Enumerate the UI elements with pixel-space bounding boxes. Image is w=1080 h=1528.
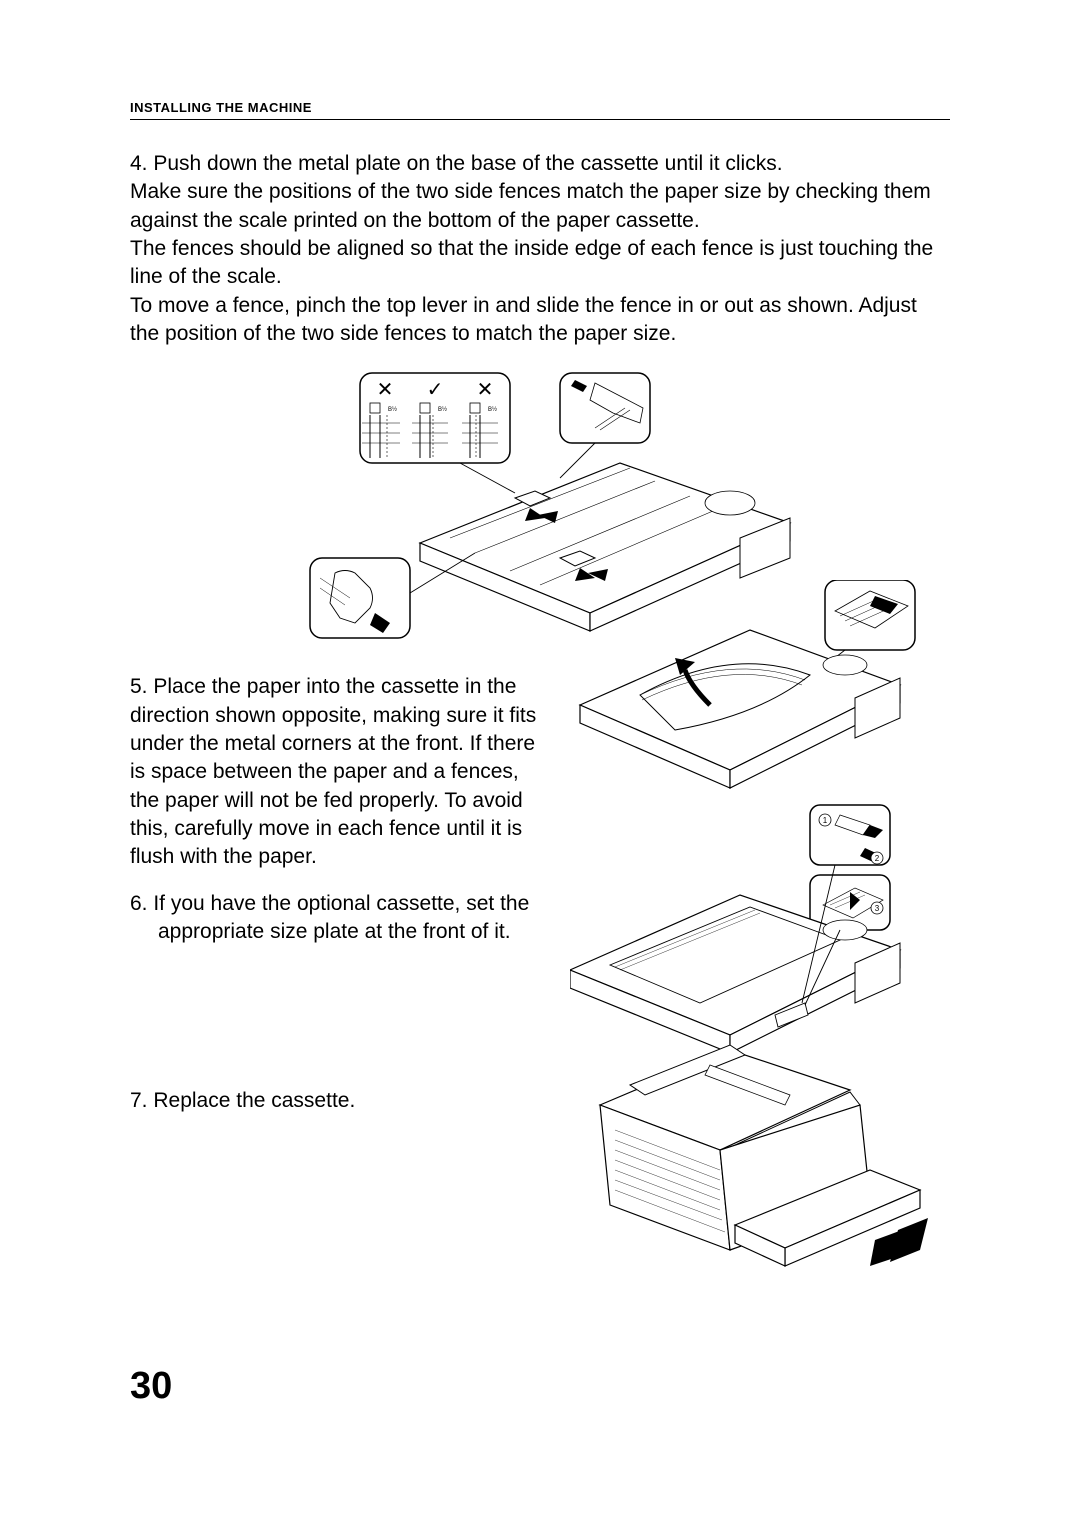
header-rule [130, 119, 950, 120]
step-7: 7. Replace the cassette. [130, 1087, 550, 1115]
right-figures: 1 2 3 [570, 580, 950, 1285]
svg-text:✓: ✓ [427, 379, 444, 401]
svg-text:3: 3 [875, 904, 880, 913]
step4-line1: 4. Push down the metal plate on the base… [130, 150, 950, 178]
svg-text:B½: B½ [438, 406, 447, 413]
page-number: 30 [130, 1365, 172, 1408]
page-container: INSTALLING THE MACHINE 4. Push down the … [0, 0, 1080, 1528]
svg-text:✕: ✕ [477, 379, 494, 401]
step-7-text: 7. Replace the cassette. [130, 1087, 550, 1115]
step-5-text: 5. Place the paper into the cassette in … [130, 673, 550, 871]
step4-line4: To move a fence, pinch the top lever in … [130, 292, 950, 349]
section-header: INSTALLING THE MACHINE [130, 100, 950, 115]
step-6-text: 6. If you have the optional cassette, se… [130, 890, 550, 947]
svg-text:1: 1 [823, 816, 828, 825]
right-figures-svg: 1 2 3 [570, 580, 950, 1280]
svg-text:✕: ✕ [377, 379, 394, 401]
step-4-block: 4. Push down the metal plate on the base… [130, 150, 950, 348]
step-6: 6. If you have the optional cassette, se… [130, 890, 550, 947]
step4-line3: The fences should be aligned so that the… [130, 235, 950, 292]
svg-text:B½: B½ [488, 406, 497, 413]
step4-line2: Make sure the positions of the two side … [130, 178, 950, 235]
svg-text:B½: B½ [388, 406, 397, 413]
svg-text:2: 2 [875, 854, 880, 863]
